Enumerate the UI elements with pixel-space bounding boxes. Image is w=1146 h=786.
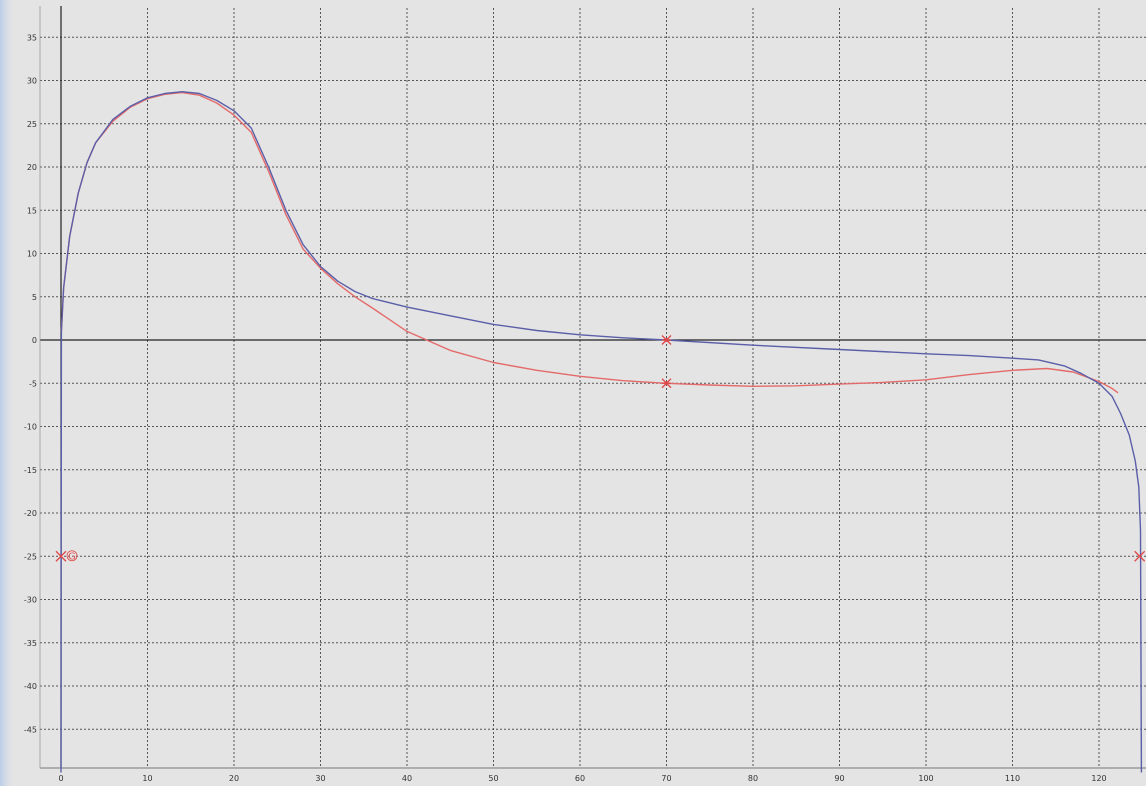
y-tick-label: 25 [27,120,37,129]
series-line [60,91,1119,394]
marker-label-ring [66,550,78,562]
marker-point [1134,550,1146,562]
x-tick-label: 30 [315,774,325,783]
x-tick-label: 40 [402,774,412,783]
grid-lines [40,8,1146,768]
left-edge-shade [0,0,16,786]
y-tick-label: 10 [27,250,37,259]
marker-label: G [68,551,76,562]
x-tick-label: 90 [834,774,844,783]
y-tick-label: -45 [24,725,37,734]
tick-labels: 0 10 20 30 40 50 60 70 80 90 100 110 120353025201510… [24,33,1107,783]
y-tick-label: -10 [24,423,37,432]
y-tick-label: -35 [24,639,37,648]
y-tick-label: 0 [32,336,37,345]
x-tick-label: 70 [661,774,671,783]
marker-point [661,378,672,389]
y-tick-label: 20 [27,163,37,172]
marker-dot [664,338,669,342]
y-tick-label: 30 [27,77,37,86]
y-tick-label: 15 [27,206,37,215]
series-lines [60,91,1143,773]
x-tick-label: 120 [1091,774,1106,783]
x-tick-label: 0 [58,774,63,783]
marker-dot [664,381,669,386]
x-tick-label: 60 [575,774,585,783]
marker-point: G [55,550,78,562]
y-tick-label: -20 [24,509,37,518]
marker-stroke [55,550,67,562]
x-tick-label: 100 [918,774,933,783]
x-tick-label: 10 [142,774,152,783]
y-tick-label: -5 [29,379,37,388]
series-line [60,91,1143,773]
x-tick-label: 110 [1005,774,1020,783]
markers: G [55,335,1146,562]
x-tick-label: 20 [229,774,239,783]
marker-point [661,335,672,345]
y-tick-label: 5 [32,293,37,302]
y-tick-label: -40 [24,682,37,691]
marker-stroke [1134,550,1146,562]
x-tick-label: 50 [488,774,498,783]
y-tick-label: -25 [24,552,37,561]
x-tick-label: 80 [748,774,758,783]
y-tick-label: -30 [24,596,37,605]
y-tick-label: -15 [24,466,37,475]
y-tick-label: 35 [27,33,37,42]
